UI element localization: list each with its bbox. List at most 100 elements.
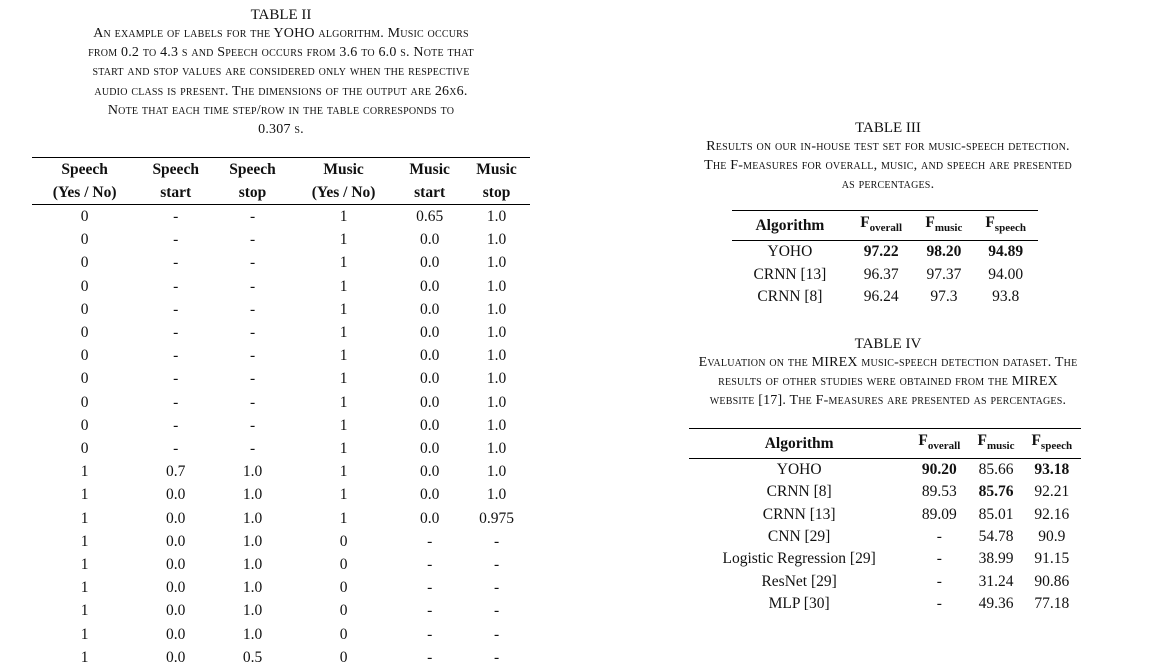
table2-caption-line: audio class is present. The dimensions o… <box>94 83 468 99</box>
table-cell: 1.0 <box>486 277 507 295</box>
table-cell: - <box>427 579 433 597</box>
table-row: CRNN [8] 96.24 97.3 93.8 <box>732 286 1038 309</box>
table4-caption-line: results of other studies were obtained f… <box>718 374 1058 390</box>
table-cell: 1 <box>80 579 89 597</box>
table-cell: 1.0 <box>242 625 263 643</box>
table-cell: 0.0 <box>419 300 440 318</box>
table-cell: - <box>173 324 179 342</box>
table-cell: 0.0 <box>419 370 440 388</box>
table-cell: 0 <box>80 347 89 365</box>
score-cell: 90.86 <box>1034 572 1070 590</box>
algorithm-name-cell: ResNet [29] <box>761 572 837 590</box>
table2-header-row: (Yes / No) start stop (Yes / No) start s… <box>32 181 530 205</box>
table-cell: 0 <box>80 231 89 249</box>
table-cell: - <box>493 648 500 666</box>
score-cell: - <box>936 550 942 568</box>
table-cell: 1 <box>339 277 348 295</box>
table-row: 0 - - 1 0.0 1.0 <box>32 298 530 321</box>
table-row: 0 - - 1 0.0 1.0 <box>32 228 530 251</box>
table4-caption-line: Evaluation on the MIREX music-speech det… <box>698 355 1078 370</box>
header-cell: Foverall <box>909 427 970 460</box>
score-cell: 97.22 <box>863 243 899 261</box>
table-row: YOHO 97.22 98.20 94.89 <box>732 241 1038 264</box>
table-cell: 1 <box>80 602 89 620</box>
table-cell: 1 <box>339 208 348 225</box>
header-cell: start <box>396 181 464 205</box>
table-cell: 1 <box>339 347 348 365</box>
score-cell: 89.09 <box>921 505 957 523</box>
table-row: YOHO 90.20 85.66 93.18 <box>689 459 1081 482</box>
score-cell: 97.3 <box>930 288 958 306</box>
table-cell: 0.0 <box>419 254 440 272</box>
score-cell: 98.20 <box>926 243 962 261</box>
table-cell: 1 <box>80 648 89 666</box>
table2-caption-line: An example of labels for the YOHO algori… <box>93 26 469 41</box>
table-row: 1 0.7 1.0 1 0.0 1.0 <box>32 460 530 483</box>
table-cell: 0 <box>80 324 89 342</box>
score-cell: 89.53 <box>921 483 957 501</box>
table-row: ResNet [29] - 31.24 90.86 <box>689 571 1081 593</box>
table-cell: - <box>249 231 256 249</box>
table-cell: 0.0 <box>419 347 440 365</box>
table-cell: 0 <box>80 254 89 272</box>
table2-title: TABLE II <box>250 7 312 23</box>
table-cell: 1.0 <box>242 509 263 527</box>
table-cell: 0 <box>80 440 89 458</box>
table-cell: 0.65 <box>416 208 444 225</box>
table-cell: - <box>493 579 500 597</box>
algorithm-name-cell: CRNN [13] <box>762 505 836 523</box>
table2-caption: TABLE II An example of labels for the YO… <box>0 7 562 139</box>
table4-header-row: Algorithm Foverall Fmusic Fspeech <box>689 427 1081 460</box>
table-cell: 1.0 <box>486 463 507 481</box>
score-cell: 38.99 <box>978 550 1014 568</box>
score-cell: 54.78 <box>978 527 1014 545</box>
table-cell: 0 <box>80 416 89 434</box>
score-cell: 77.18 <box>1034 594 1070 612</box>
score-cell: 31.24 <box>978 572 1014 590</box>
table-cell: 1.0 <box>242 579 263 597</box>
table-cell: 1 <box>80 625 89 643</box>
table-cell: 1 <box>339 300 348 318</box>
table3-results-table: Algorithm Foverall Fmusic Fspeech YOHO 97… <box>732 209 1038 309</box>
table-cell: 0.7 <box>166 463 186 481</box>
table-row: CNN [29] - 54.78 90.9 <box>689 526 1081 548</box>
table-row: 1 0.0 0.5 0 - - <box>32 646 530 669</box>
table-cell: - <box>173 416 179 434</box>
table-cell: 1 <box>339 370 348 388</box>
table-row: 0 - - 1 0.0 1.0 <box>32 321 530 344</box>
table-cell: - <box>249 208 256 225</box>
table-cell: 1.0 <box>242 556 263 574</box>
table-cell: - <box>427 625 433 643</box>
table-cell: 0 <box>339 579 348 597</box>
table-cell: 0 <box>80 370 89 388</box>
table-cell: 1.0 <box>242 486 263 504</box>
table-cell: 1.0 <box>242 602 263 620</box>
table-row: 0 - - 1 0.0 1.0 <box>32 414 530 437</box>
score-cell: 93.8 <box>992 288 1020 306</box>
table4-title: TABLE IV <box>854 336 922 352</box>
score-cell: - <box>936 594 942 612</box>
algorithm-name-cell: CRNN [13] <box>753 265 827 283</box>
header-cell: Music <box>396 157 464 181</box>
table-row: 1 0.0 1.0 1 0.0 0.975 <box>32 507 530 530</box>
score-cell: 90.20 <box>921 461 957 479</box>
table-cell: 1.0 <box>486 370 507 388</box>
table-row: CRNN [13] 96.37 97.37 94.00 <box>732 264 1038 287</box>
header-cell: Fspeech <box>1022 427 1081 460</box>
table-cell: 0.5 <box>242 648 263 666</box>
table-cell: 0.0 <box>166 486 186 504</box>
table-cell: 0.0 <box>166 532 186 550</box>
header-cell: (Yes / No) <box>290 181 397 205</box>
score-cell: 91.15 <box>1034 550 1070 568</box>
table-cell: 0.0 <box>166 579 186 597</box>
table2-caption-line: 0.307 s. <box>258 122 304 138</box>
table-row: 1 0.0 1.0 0 - - <box>32 530 530 553</box>
table-cell: 1 <box>80 463 89 481</box>
table-cell: 0.0 <box>166 625 186 643</box>
table-cell: 0 <box>80 277 89 295</box>
table-cell: 1.0 <box>486 231 507 249</box>
score-cell: 96.37 <box>863 265 899 283</box>
table-row: 0 - - 1 0.0 1.0 <box>32 437 530 460</box>
header-cell: Music <box>463 157 530 181</box>
table2-labels-table: Speech Speech Speech Music Music Music (… <box>32 157 530 669</box>
